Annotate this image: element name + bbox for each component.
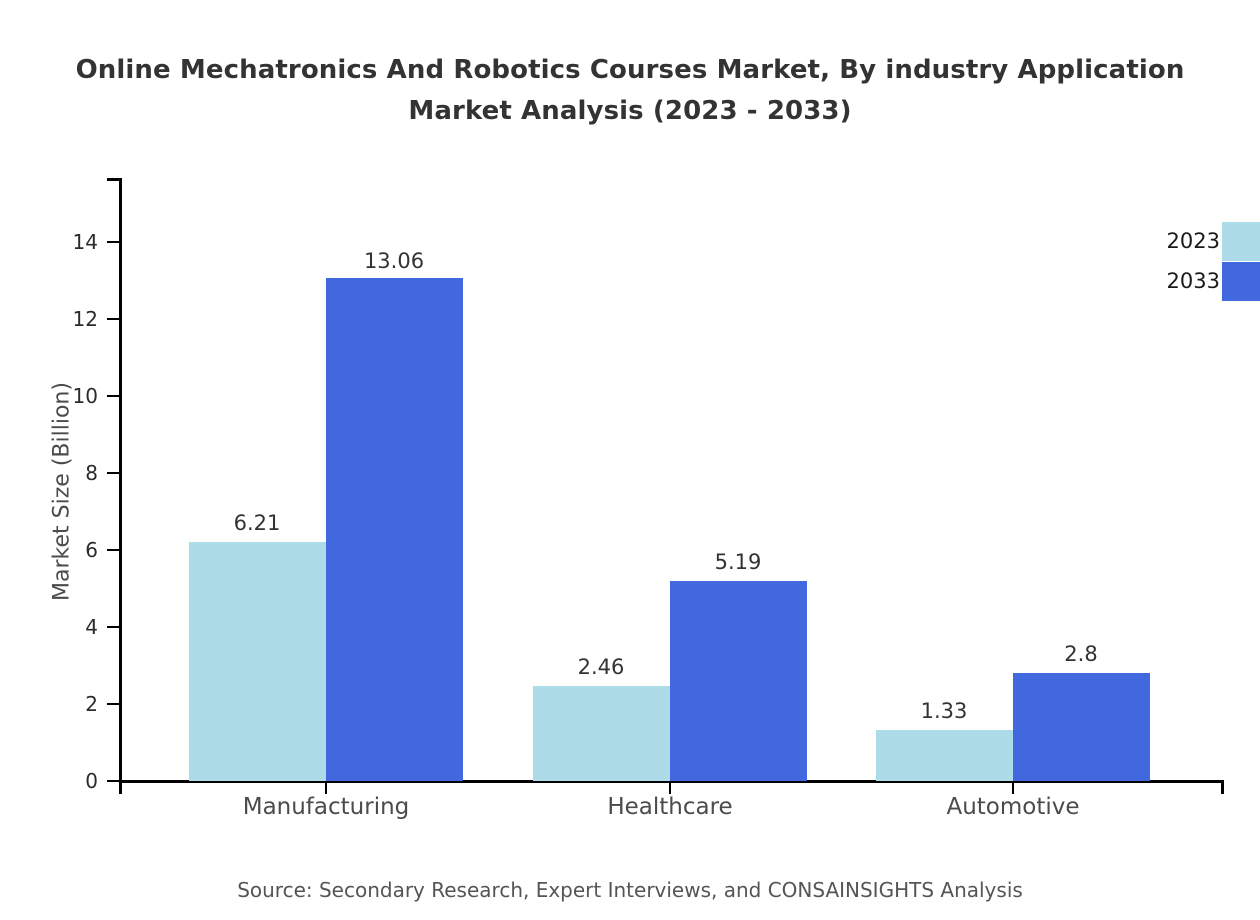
bar-value-label-2023-healthcare: 2.46: [577, 655, 625, 679]
bar-2023-healthcare[interactable]: [533, 686, 670, 781]
bar-value-label-2023-manufacturing: 6.21: [233, 511, 281, 535]
legend-label-2023: 2023: [1166, 229, 1220, 253]
bar-value-label-2023-automotive: 1.33: [920, 699, 968, 723]
y-tick-label-4: 4: [85, 615, 98, 639]
x-tick-mark-healthcare: [669, 781, 671, 794]
y-tick-label-0: 0: [85, 769, 98, 793]
y-axis-bottom-cap: [119, 781, 122, 794]
legend-item-2033[interactable]: 2033: [0, 262, 1260, 301]
legend-swatch-2023: [1222, 222, 1260, 261]
y-axis-spine: [119, 178, 122, 785]
y-tick-mark-0: [107, 780, 120, 782]
bar-2023-manufacturing[interactable]: [189, 542, 326, 781]
y-tick-mark-6: [107, 549, 120, 551]
legend-swatch-2033: [1222, 262, 1260, 301]
bar-value-label-2033-healthcare: 5.19: [714, 550, 762, 574]
y-tick-label-6: 6: [85, 538, 98, 562]
x-tick-label-healthcare: Healthcare: [607, 794, 733, 820]
x-axis-right-cap: [1221, 781, 1224, 794]
x-tick-label-manufacturing: Manufacturing: [242, 794, 410, 820]
y-axis-top-cap: [107, 178, 120, 181]
legend-label-2033: 2033: [1166, 269, 1220, 293]
bar-2033-automotive[interactable]: [1013, 673, 1150, 781]
legend-item-2023[interactable]: 2023: [0, 222, 1260, 261]
x-tick-label-automotive: Automotive: [946, 794, 1080, 820]
y-tick-mark-14: [107, 241, 120, 243]
y-tick-label-8: 8: [85, 461, 98, 485]
y-tick-label-2: 2: [85, 692, 98, 716]
y-tick-mark-4: [107, 626, 120, 628]
bar-2023-automotive[interactable]: [876, 730, 1013, 781]
y-tick-label-14: 14: [72, 230, 98, 254]
y-tick-mark-10: [107, 395, 120, 397]
y-tick-mark-8: [107, 472, 120, 474]
bar-2033-healthcare[interactable]: [670, 581, 807, 781]
x-tick-mark-manufacturing: [325, 781, 327, 794]
chart-title-line-1: Online Mechatronics And Robotics Courses…: [75, 55, 1185, 85]
x-tick-mark-automotive: [1012, 781, 1014, 794]
y-tick-mark-2: [107, 703, 120, 705]
chart-title-line-2: Market Analysis (2023 - 2033): [408, 96, 852, 126]
x-axis-spine: [120, 780, 1224, 783]
bar-value-label-2033-automotive: 2.8: [1064, 642, 1098, 666]
source-note: Source: Secondary Research, Expert Inter…: [237, 878, 1023, 902]
bar-value-label-2033-manufacturing: 13.06: [363, 249, 425, 273]
bar-2033-manufacturing[interactable]: [326, 278, 463, 781]
y-tick-label-12: 12: [72, 307, 98, 331]
y-tick-label-10: 10: [72, 384, 98, 408]
chart-title: Online Mechatronics And Robotics Courses…: [0, 50, 1260, 132]
y-tick-mark-12: [107, 318, 120, 320]
